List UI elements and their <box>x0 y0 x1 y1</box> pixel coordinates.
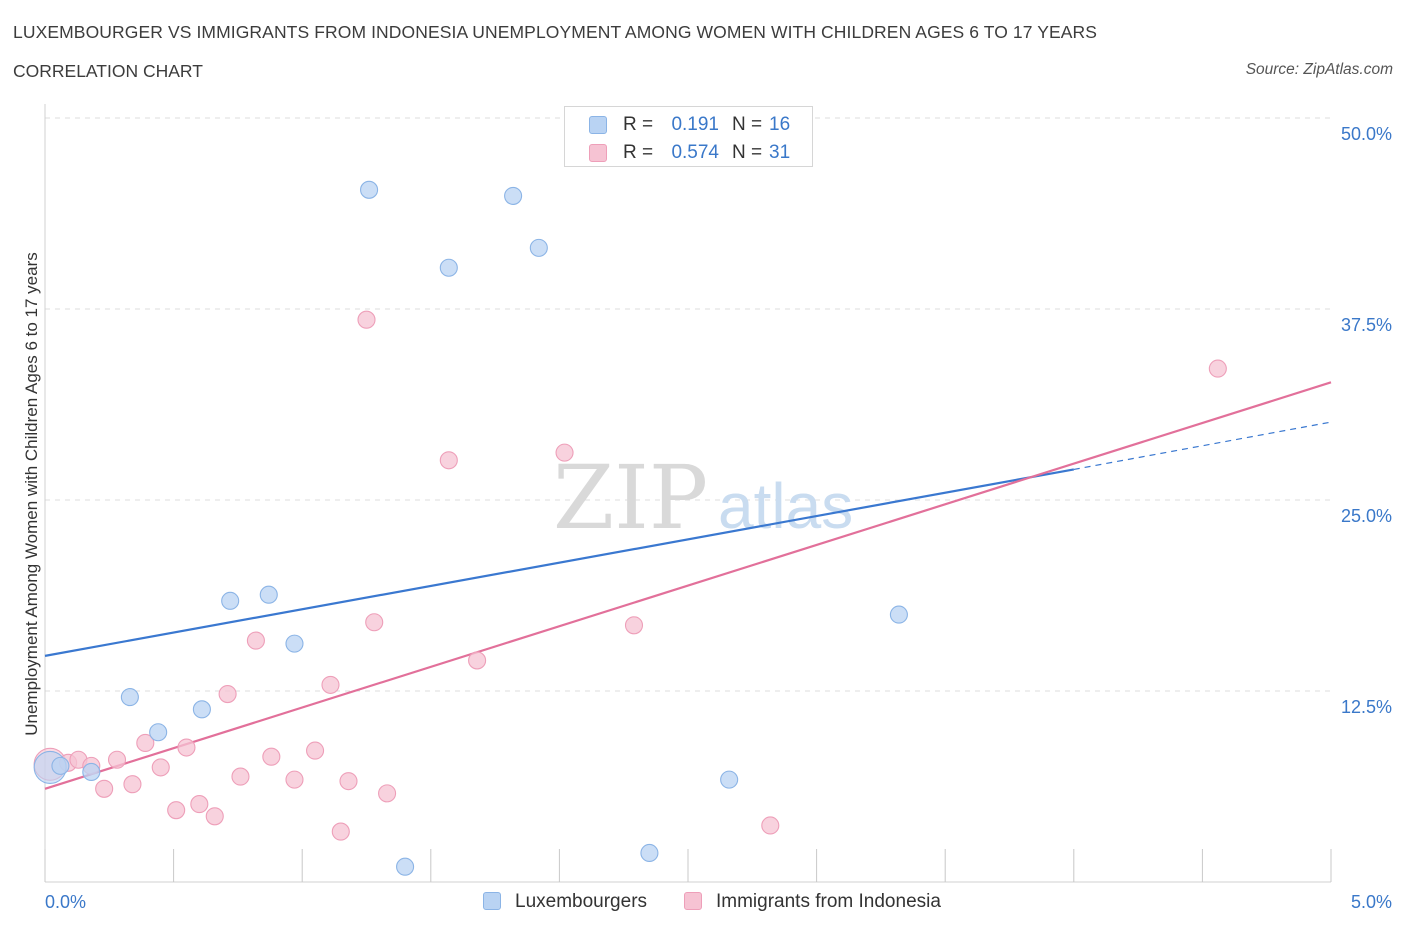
legend-n-value: 31 <box>769 142 791 163</box>
point-indonesia <box>190 795 209 814</box>
data-points <box>33 180 1227 876</box>
point-indonesia <box>468 651 487 670</box>
trend-line-luxembourgers <box>44 468 1074 657</box>
point-luxembourgers <box>149 723 168 742</box>
point-indonesia <box>205 807 224 826</box>
trend-lines <box>44 381 1332 790</box>
point-luxembourgers <box>82 762 101 782</box>
point-luxembourgers <box>889 605 908 624</box>
point-luxembourgers <box>360 180 379 199</box>
point-indonesia <box>365 613 384 632</box>
point-indonesia <box>285 770 304 789</box>
point-luxembourgers <box>285 634 304 653</box>
legend-n-label: N = <box>732 114 763 135</box>
legend-label: Luxembourgers <box>515 891 648 912</box>
chart-title: LUXEMBOURGER VS IMMIGRANTS FROM INDONESI… <box>13 22 1098 42</box>
y-tick-label: 25.0% <box>1341 506 1392 526</box>
legend-swatch-pink <box>589 144 607 162</box>
x-tick-label: 5.0% <box>1351 892 1392 912</box>
point-indonesia <box>107 750 127 769</box>
point-indonesia <box>95 779 114 798</box>
correlation-legend: R = 0.191 N = 16 R = 0.574 N = 31 <box>564 106 813 167</box>
point-indonesia <box>624 616 644 635</box>
legend-n-value: 16 <box>769 114 791 135</box>
point-indonesia <box>1208 359 1227 378</box>
point-indonesia <box>378 784 397 803</box>
legend-swatch-blue <box>589 116 607 134</box>
point-indonesia <box>167 801 186 820</box>
y-tick-label: 50.0% <box>1341 124 1392 144</box>
point-luxembourgers <box>720 770 739 789</box>
legend-r-label: R = <box>623 142 654 163</box>
legend-label: Immigrants from Indonesia <box>716 891 941 912</box>
point-indonesia <box>151 758 170 777</box>
y-axis-label: Unemployment Among Women with Children A… <box>22 252 41 736</box>
legend-r-value: 0.191 <box>671 114 719 135</box>
point-indonesia <box>331 822 350 841</box>
point-indonesia <box>136 733 155 753</box>
point-luxembourgers <box>259 585 278 604</box>
legend-r-label: R = <box>623 114 654 135</box>
point-indonesia <box>339 772 358 791</box>
point-luxembourgers <box>120 688 139 707</box>
watermark: ZIP atlas <box>553 446 853 549</box>
point-indonesia <box>246 631 265 650</box>
point-luxembourgers <box>396 857 415 876</box>
y-tick-label: 12.5% <box>1341 697 1392 717</box>
point-luxembourgers <box>504 186 523 205</box>
trend-line-indonesia <box>44 381 1332 790</box>
point-indonesia <box>357 310 376 329</box>
point-luxembourgers <box>439 258 458 277</box>
point-indonesia <box>177 738 196 757</box>
point-indonesia <box>555 443 574 462</box>
point-indonesia <box>231 767 250 786</box>
x-tick-label: 0.0% <box>45 892 86 912</box>
legend-swatch-pink <box>684 892 702 910</box>
point-indonesia <box>123 775 142 794</box>
y-tick-label: 37.5% <box>1341 315 1392 335</box>
point-luxembourgers <box>221 591 240 610</box>
point-indonesia <box>218 685 237 704</box>
chart-subtitle: CORRELATION CHART <box>13 61 203 81</box>
tick-labels: 12.5% 25.0% 37.5% 50.0% 0.0% 5.0% <box>45 124 1392 912</box>
point-indonesia <box>439 451 458 470</box>
trend-line-luxembourgers-extension <box>1073 421 1332 471</box>
point-indonesia <box>262 747 281 766</box>
point-indonesia <box>306 741 325 760</box>
point-indonesia <box>761 816 780 835</box>
watermark-zip: ZIP <box>553 446 708 549</box>
point-luxembourgers <box>192 700 211 719</box>
legend-r-value: 0.574 <box>671 142 719 163</box>
point-indonesia <box>321 675 340 694</box>
source-credit: Source: ZipAtlas.com <box>1245 61 1393 78</box>
point-luxembourgers <box>51 756 70 775</box>
legend-swatch-blue <box>483 892 501 910</box>
point-luxembourgers <box>529 238 548 257</box>
point-luxembourgers <box>640 843 659 863</box>
legend-n-label: N = <box>732 142 763 163</box>
